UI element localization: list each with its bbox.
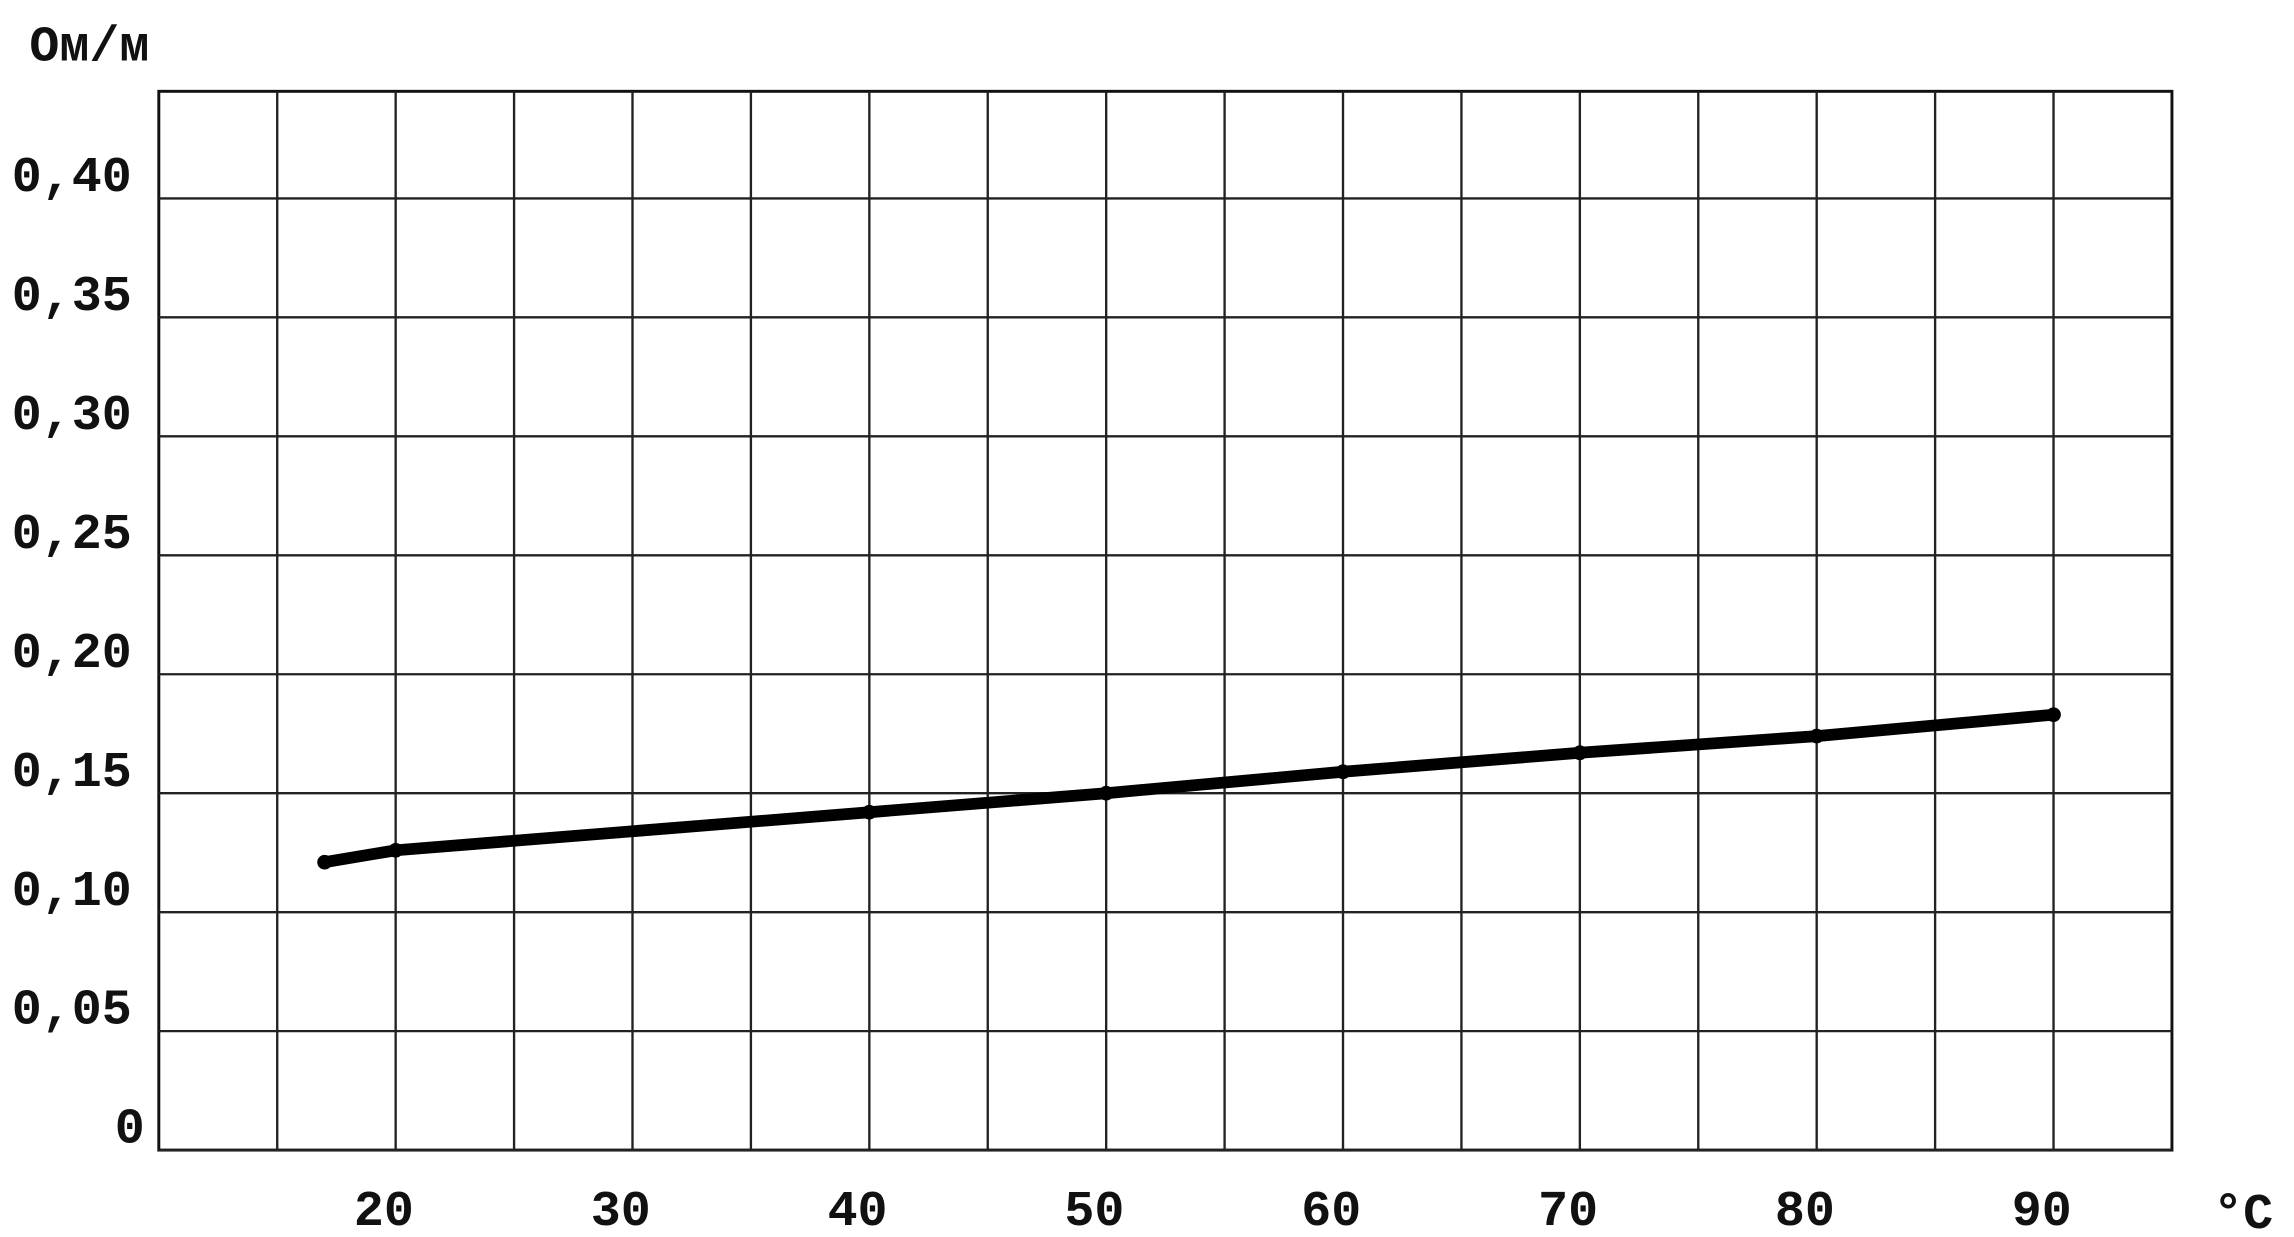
plot-frame: [157, 89, 2174, 1152]
y-tick-label: 0,20: [12, 626, 132, 683]
data-line: [318, 708, 2060, 869]
x-tick-label: 30: [591, 1184, 651, 1237]
data-point: [388, 842, 404, 858]
x-tick-label: 80: [1775, 1184, 1835, 1237]
data-point: [861, 804, 877, 820]
y-tick-label: 0,15: [12, 745, 132, 802]
y-tick-label: 0,35: [12, 269, 132, 326]
x-tick-label: 90: [2012, 1184, 2072, 1237]
x-tick-label: 60: [1301, 1184, 1361, 1237]
y-axis-label: Ом/м: [29, 19, 149, 76]
x-tick-label: 20: [354, 1184, 414, 1237]
data-point: [2046, 707, 2061, 723]
data-point: [317, 854, 332, 870]
y-tick-label: 0: [115, 1102, 145, 1159]
data-point: [1809, 728, 1825, 744]
y-tick-label: 0,30: [12, 388, 132, 445]
y-tick-label: 0,40: [12, 150, 132, 207]
y-tick-label: 0,10: [12, 864, 132, 921]
y-tick-label: 0,25: [12, 507, 132, 564]
x-tick-label: 70: [1538, 1184, 1598, 1237]
x-tick-label: 50: [1064, 1184, 1124, 1237]
data-point: [1335, 764, 1351, 780]
x-tick-label: 40: [828, 1184, 888, 1237]
x-axis-label: °C: [2213, 1187, 2273, 1237]
data-point: [1098, 785, 1114, 801]
y-tick-label: 0,05: [12, 983, 132, 1040]
data-point: [1572, 745, 1588, 761]
